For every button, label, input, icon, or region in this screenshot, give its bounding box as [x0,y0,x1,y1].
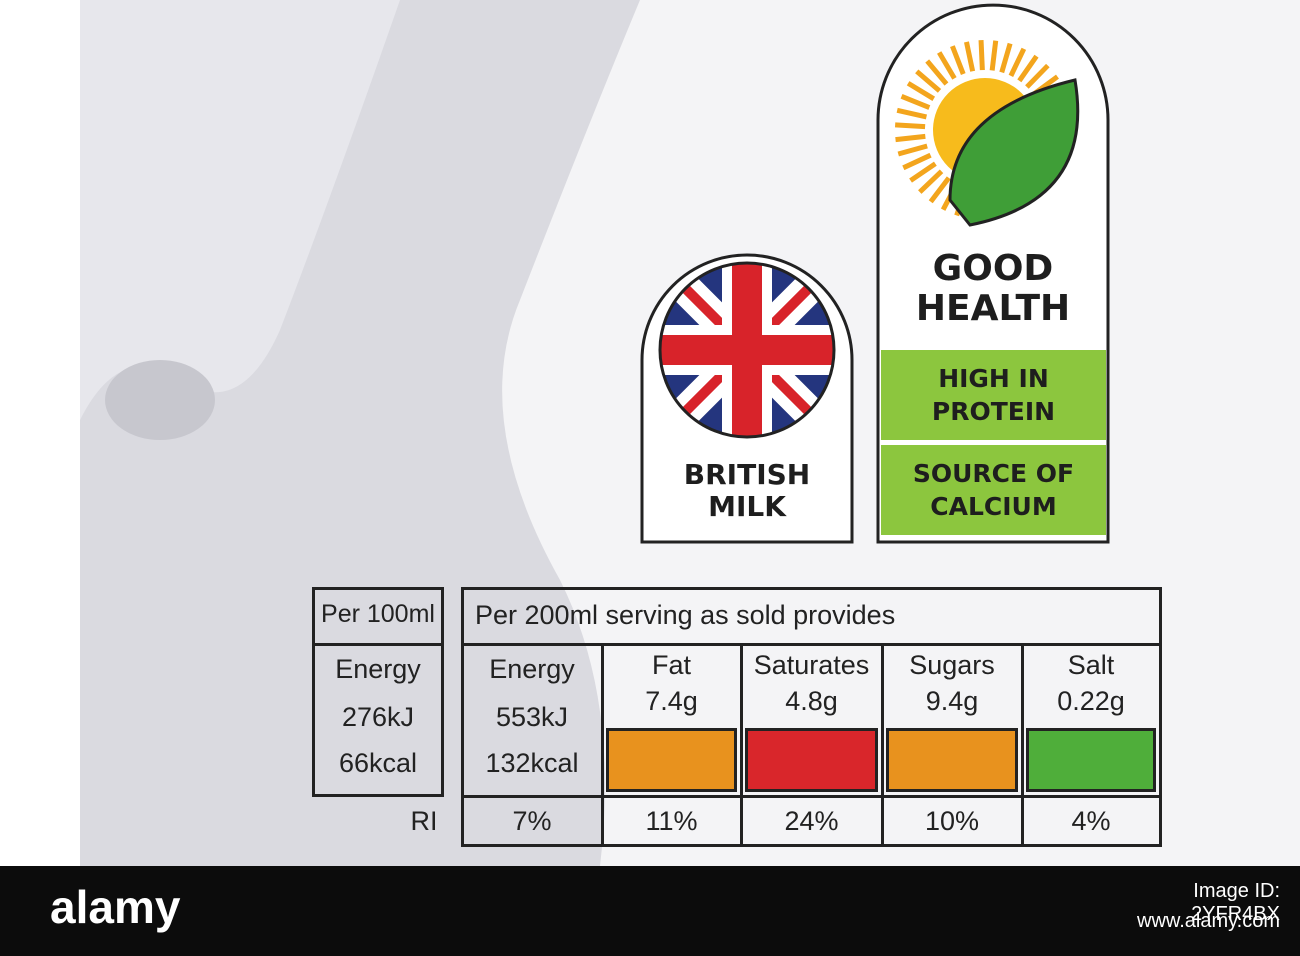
amount: 4.8g [785,686,838,716]
claim-text: SOURCE OF [912,459,1075,488]
claim-box [881,350,1106,440]
energy-kcal: 66kcal [338,748,418,778]
ri-value: 11% [645,806,698,836]
header: Per 200ml serving as sold provides [475,600,896,630]
level-bar [606,728,737,792]
divider [1021,645,1024,847]
name: Fat [651,650,691,680]
ri-label: RI [410,806,438,836]
badge-title: GOOD [932,248,1054,289]
divider [881,645,884,847]
divider [740,645,743,847]
energy-label: Energy [335,654,421,684]
per100-box [312,587,444,797]
badge-title: HEALTH [915,288,1071,329]
watermark-id: Image ID: 2YFR4BX [1191,880,1280,925]
name: Sugars [909,650,995,680]
amount: 7.4g [645,686,698,716]
ri-value: 4% [1071,806,1111,836]
badge-text: MILK [708,490,786,523]
ri-value: 10% [924,806,980,836]
watermark-brand: alamy [50,881,181,933]
energy-kj: 553kJ [495,702,569,732]
claim-text: HIGH IN [938,364,1049,393]
amount: 9.4g [925,686,979,716]
energy-label: Energy [489,654,575,684]
serving-box [461,587,1162,847]
amount: 0.22g [1057,686,1125,716]
ri-value: 24% [784,806,839,836]
watermark-url: www.alamy.com [1137,910,1280,932]
name: Salt [1067,650,1115,680]
level-bar [1026,728,1156,792]
claim-text: CALCIUM [930,492,1057,521]
ri-value: 7% [512,806,552,836]
name: Saturates [753,650,870,680]
claim-text: PROTEIN [931,397,1056,426]
level-bar [886,728,1018,792]
claim-box [881,445,1106,535]
energy-kj: 276kJ [341,702,415,732]
header: Per 100ml [321,600,435,628]
energy-kcal: 132kcal [485,748,579,778]
level-bar [745,728,878,792]
badge-text: BRITISH [683,458,811,491]
